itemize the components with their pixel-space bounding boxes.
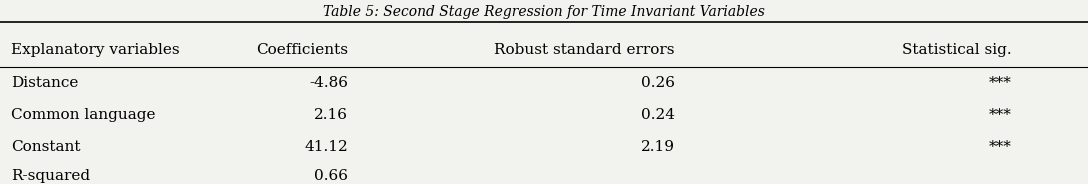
- Text: 0.24: 0.24: [641, 108, 675, 122]
- Text: -4.86: -4.86: [309, 76, 348, 90]
- Text: Robust standard errors: Robust standard errors: [494, 43, 675, 57]
- Text: Distance: Distance: [11, 76, 78, 90]
- Text: Explanatory variables: Explanatory variables: [11, 43, 180, 57]
- Text: 2.19: 2.19: [641, 140, 675, 154]
- Text: ***: ***: [989, 76, 1012, 90]
- Text: Constant: Constant: [11, 140, 81, 154]
- Text: ***: ***: [989, 140, 1012, 154]
- Text: Statistical sig.: Statistical sig.: [902, 43, 1012, 57]
- Text: Table 5: Second Stage Regression for Time Invariant Variables: Table 5: Second Stage Regression for Tim…: [323, 5, 765, 19]
- Text: 0.66: 0.66: [314, 169, 348, 183]
- Text: Common language: Common language: [11, 108, 156, 122]
- Text: 0.26: 0.26: [641, 76, 675, 90]
- Text: ***: ***: [989, 108, 1012, 122]
- Text: R-squared: R-squared: [11, 169, 90, 183]
- Text: Coefficients: Coefficients: [256, 43, 348, 57]
- Text: 2.16: 2.16: [314, 108, 348, 122]
- Text: 41.12: 41.12: [305, 140, 348, 154]
